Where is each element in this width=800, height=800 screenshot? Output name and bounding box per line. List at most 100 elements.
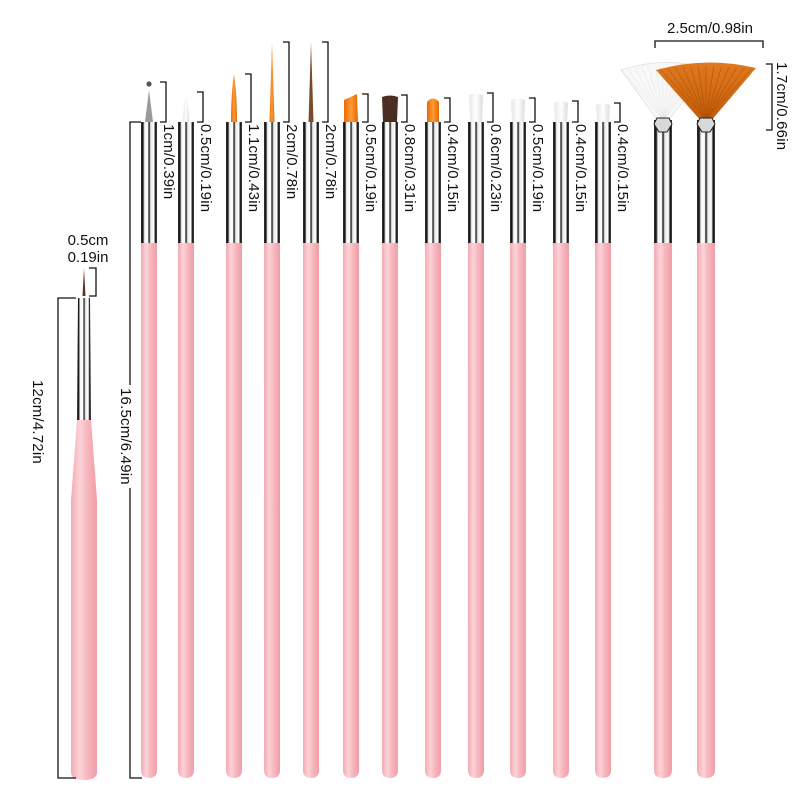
brush-2-tip-label: 0.5cm/0.19in	[197, 124, 214, 213]
fan-bristle-strand	[667, 67, 707, 121]
brush-3-tip-label: 1.1cm/0.43in	[245, 124, 262, 213]
tip-length-bracket	[197, 91, 204, 123]
brush-10-tip-label: 0.5cm/0.19in	[529, 124, 546, 213]
tip-length-bracket	[322, 41, 329, 123]
brush-handle	[510, 243, 526, 778]
brush-ferrule	[468, 122, 484, 243]
brush-ferrule	[303, 122, 319, 243]
brush-12-tip-label: 0.4cm/0.15in	[614, 124, 631, 213]
brush-7-tip-label: 0.8cm/0.31in	[401, 124, 418, 213]
fan-width-bracket	[654, 40, 764, 48]
brush-handle	[553, 243, 569, 778]
tip-length-bracket	[572, 100, 579, 123]
brush-12	[595, 103, 611, 778]
brush-ferrule	[226, 122, 242, 243]
brush-ferrule	[654, 120, 672, 243]
fan-bristle-strand	[705, 66, 714, 121]
brush-ferrule	[553, 122, 569, 243]
dotting-ball	[146, 81, 152, 87]
brush-11	[553, 101, 569, 778]
brush-13	[620, 62, 710, 778]
tip-length-bracket	[444, 97, 451, 123]
brush-11-tip-label: 0.4cm/0.15in	[572, 124, 589, 213]
brush-ferrule	[510, 122, 526, 243]
brush-1-tip-label: 1cm/0.39in	[160, 124, 177, 200]
fan-ferrule-cap	[653, 117, 673, 133]
brush-6	[343, 94, 359, 778]
fan-ferrule-cap	[696, 117, 716, 133]
flat-bristle	[511, 98, 525, 122]
fan-bristle-strand	[620, 68, 664, 121]
brush-handle	[264, 243, 280, 778]
brush-handle	[178, 243, 194, 778]
fan-bristle-strand	[659, 68, 707, 121]
short-tip-bracket	[89, 267, 97, 297]
striper-bristle	[308, 42, 314, 122]
brush-ferrule	[264, 122, 280, 243]
brush-9	[468, 93, 484, 778]
fan-bristle-strand	[627, 67, 664, 121]
short-brush-tip-label: 0.5cm 0.19in	[58, 232, 118, 266]
flat-bristle	[469, 93, 483, 122]
brush-ferrule	[697, 120, 715, 243]
brush-ferrule	[382, 122, 398, 243]
fan-bristle-strand	[675, 67, 707, 121]
tip-length-bracket	[160, 81, 167, 123]
short-brush-ferrule	[77, 298, 91, 420]
striper-bristle	[269, 42, 275, 122]
brush-10	[510, 98, 526, 778]
short-brush	[71, 268, 97, 780]
brush-9-tip-label: 0.6cm/0.23in	[487, 124, 504, 213]
short-brush-handle	[71, 420, 97, 780]
brush-5	[303, 42, 319, 778]
brush-8-tip-label: 0.4cm/0.15in	[444, 124, 461, 213]
tip-length-bracket	[614, 102, 621, 123]
brush-handle	[468, 243, 484, 778]
brush-handle	[226, 243, 242, 778]
tip-length-bracket	[283, 41, 290, 123]
brush-handle	[654, 243, 672, 778]
fan-bristle-strand	[655, 66, 664, 121]
tip-length-bracket	[245, 73, 252, 123]
brush-handle	[343, 243, 359, 778]
dotting-tip	[145, 90, 153, 122]
fan-bristle-strand	[705, 66, 722, 121]
brush-4	[264, 42, 280, 778]
brush-14	[656, 62, 756, 778]
fan-bristle-strand	[648, 66, 664, 121]
brush-6-tip-label: 0.5cm/0.19in	[362, 124, 379, 213]
brush-8	[425, 98, 441, 778]
brush-4-tip-label: 2cm/0.78in	[283, 124, 300, 200]
short-length-bracket	[57, 297, 76, 779]
tip-length-bracket	[529, 97, 536, 123]
round-bristle	[427, 98, 439, 122]
flat-bristle	[382, 95, 398, 122]
fan-bristle-strand	[634, 67, 664, 121]
fan-bristle-strand	[705, 67, 730, 121]
brush-7	[382, 95, 398, 778]
short-brush-tip-cm: 0.5cm	[67, 232, 109, 249]
brush-2	[178, 92, 194, 778]
brush-handle	[303, 243, 319, 778]
tip-length-bracket	[362, 93, 369, 123]
fan-bristle-strand	[705, 67, 737, 121]
tip-length-bracket	[487, 92, 494, 123]
liner-bristle	[183, 92, 189, 122]
brush-ferrule	[425, 122, 441, 243]
short-brush-tip-in: 0.19in	[67, 249, 109, 266]
brush-ferrule	[595, 122, 611, 243]
fan-height-bracket	[766, 63, 773, 131]
fan-bristle-strand	[705, 68, 753, 121]
brush-1	[141, 81, 157, 778]
fan-bristle-strand	[705, 67, 745, 121]
brush-handle	[382, 243, 398, 778]
brush-3	[226, 74, 242, 778]
fan-bristle-strand	[682, 67, 707, 121]
short-brush-length-label: 12cm/4.72in	[29, 380, 46, 464]
brush-handle	[141, 243, 157, 778]
fan-bristle-strand	[698, 66, 707, 121]
long-brush-length-label: 16.5cm/6.49in	[117, 385, 134, 488]
brush-handle	[697, 243, 715, 778]
